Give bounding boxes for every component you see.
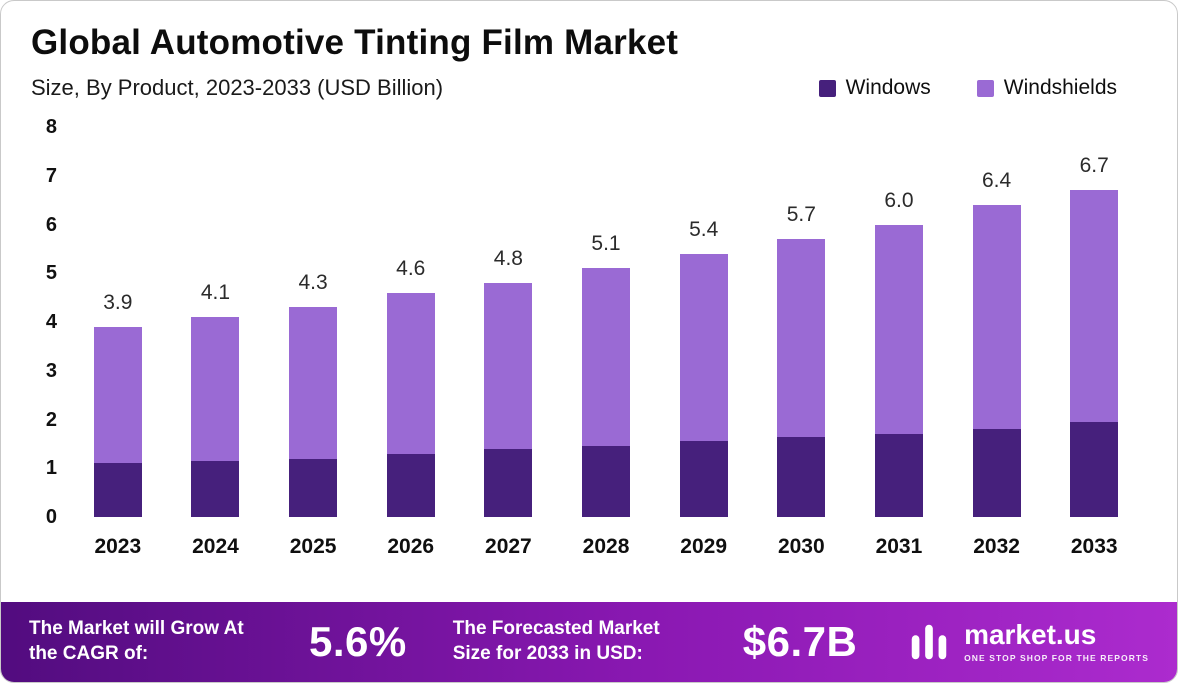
y-axis-label-0: 0 (45, 506, 57, 528)
bar-segment-windshields-2029 (679, 253, 728, 442)
bar-total-label-2033: 6.7 (1079, 154, 1109, 178)
legend-item-windshields: Windshields (976, 76, 1117, 100)
bar-segment-windshields-2026 (386, 292, 435, 454)
bar-segment-windshields-2025 (289, 307, 338, 459)
page-title: Global Automotive Tinting Film Market (31, 23, 679, 62)
forecast-label: The Forecasted Market Size for 2033 in U… (452, 618, 660, 664)
bar-2023: 3.9 (69, 127, 167, 517)
forecast-value: $6.7B (742, 618, 858, 665)
bar-total-label-2030: 5.7 (786, 203, 816, 227)
bar-2029: 5.4 (655, 127, 753, 517)
bar-segment-windows-2033 (1070, 421, 1119, 517)
bar-segment-windshields-2023 (93, 326, 142, 464)
bar-2026: 4.6 (362, 127, 460, 517)
chart-subtitle: Size, By Product, 2023-2033 (USD Billion… (31, 75, 444, 100)
x-axis-label-2030: 2030 (777, 535, 825, 558)
legend-swatch-windshields (976, 79, 994, 97)
bar-2033: 6.7 (1045, 127, 1143, 517)
cagr-value: 5.6% (309, 618, 407, 665)
bar-total-label-2024: 4.1 (200, 281, 231, 305)
bar-total-label-2032: 6.4 (981, 169, 1012, 192)
bar-segment-windshields-2033 (1070, 190, 1119, 422)
bar-segment-windshields-2032 (972, 205, 1021, 430)
bar-total-label-2031: 6.0 (884, 188, 914, 212)
bar-total-label-2028: 5.1 (591, 232, 621, 256)
bar-total-label-2027: 4.8 (493, 247, 523, 270)
cagr-label: The Market will Grow At the CAGR of: (29, 618, 244, 664)
y-axis-label-8: 8 (45, 116, 57, 138)
x-axis-label-2023: 2023 (94, 535, 142, 558)
bar-total-label-2025: 4.3 (298, 271, 328, 295)
bar-segment-windows-2031 (874, 434, 923, 517)
bars-container: 3.9 4.1 4.3 4.6 4.8 5.1 5.4 5.7 6.0 6.4 6.7 (69, 127, 1143, 517)
bar-segment-windows-2027 (484, 448, 533, 517)
bar-segment-windows-2026 (386, 453, 435, 517)
legend-item-windows: Windows (818, 76, 931, 100)
x-axis-label-2032: 2032 (973, 535, 1020, 558)
bar-segment-windows-2023 (93, 463, 142, 517)
market-us-logo-icon (911, 624, 947, 660)
bar-segment-windows-2024 (191, 460, 240, 517)
bar-segment-windshields-2027 (484, 283, 533, 449)
brand-tagline: ONE STOP SHOP FOR THE REPORTS (964, 653, 1149, 663)
x-axis: 2023 2024 2025 2026 2027 2028 2029 2030 2031 2032… (69, 535, 1143, 559)
x-axis-label-2027: 2027 (485, 535, 532, 558)
brand-logo: market.us ONE STOP SHOP FOR THE REPORTS (906, 619, 1149, 665)
bar-total-label-2026: 4.6 (396, 256, 426, 280)
bar-segment-windshields-2030 (777, 239, 826, 437)
y-axis-label-4: 4 (45, 311, 57, 333)
bar-total-label-2029: 5.4 (689, 217, 719, 241)
bar-2032: 6.4 (948, 127, 1046, 517)
y-axis-label-5: 5 (45, 262, 57, 285)
bar-segment-windows-2025 (289, 458, 338, 517)
x-axis-label-2026: 2026 (387, 535, 435, 558)
bar-2030: 5.7 (752, 127, 850, 517)
bar-segment-windows-2032 (972, 429, 1021, 517)
brand-name: market.us (964, 619, 1097, 650)
bar-total-label-2023: 3.9 (103, 290, 133, 314)
x-axis-label-2029: 2029 (680, 535, 728, 558)
bar-segment-windows-2028 (582, 446, 631, 517)
x-axis-label-2033: 2033 (1070, 535, 1118, 558)
footer-banner: The Market will Grow At the CAGR of: 5.6… (1, 602, 1177, 682)
x-axis-label-2031: 2031 (875, 535, 923, 558)
y-axis-label-7: 7 (45, 164, 57, 187)
x-axis-label-2025: 2025 (289, 535, 337, 558)
y-axis: 0 1 2 3 4 5 6 7 8 (25, 117, 69, 527)
y-axis-label-3: 3 (45, 359, 57, 382)
bar-2024: 4.1 (167, 127, 265, 517)
bar-2031: 6.0 (850, 127, 948, 517)
legend-label-windshields: Windshields (1003, 76, 1117, 99)
x-axis-label-2024: 2024 (192, 535, 239, 558)
bar-2027: 4.8 (460, 127, 558, 517)
legend-label-windows: Windows (845, 76, 931, 99)
y-axis-label-6: 6 (45, 213, 57, 236)
plot-area: 3.9 4.1 4.3 4.6 4.8 5.1 5.4 5.7 6.0 6.4 6.7 2023 20… (69, 127, 1143, 559)
bar-segment-windshields-2028 (582, 268, 631, 447)
bar-2028: 5.1 (557, 127, 655, 517)
x-axis-label-2028: 2028 (582, 535, 630, 558)
legend-swatch-windows (818, 79, 836, 97)
bar-segment-windows-2030 (777, 436, 826, 517)
chart-header: Global Automotive Tinting Film Market Si… (1, 1, 1177, 101)
y-axis-label-1: 1 (45, 457, 57, 480)
bar-segment-windshields-2031 (874, 224, 923, 435)
bar-segment-windows-2029 (679, 441, 728, 517)
bar-2025: 4.3 (264, 127, 362, 517)
bar-segment-windshields-2024 (191, 317, 240, 461)
chart-legend: Windows Windshields (818, 76, 1117, 100)
y-axis-label-2: 2 (45, 408, 57, 431)
bar-chart: 0 1 2 3 4 5 6 7 8 3.9 4.1 4.3 4.6 4.8 5.1 5.4 5.7 6.0 6.4… (1, 101, 1177, 559)
